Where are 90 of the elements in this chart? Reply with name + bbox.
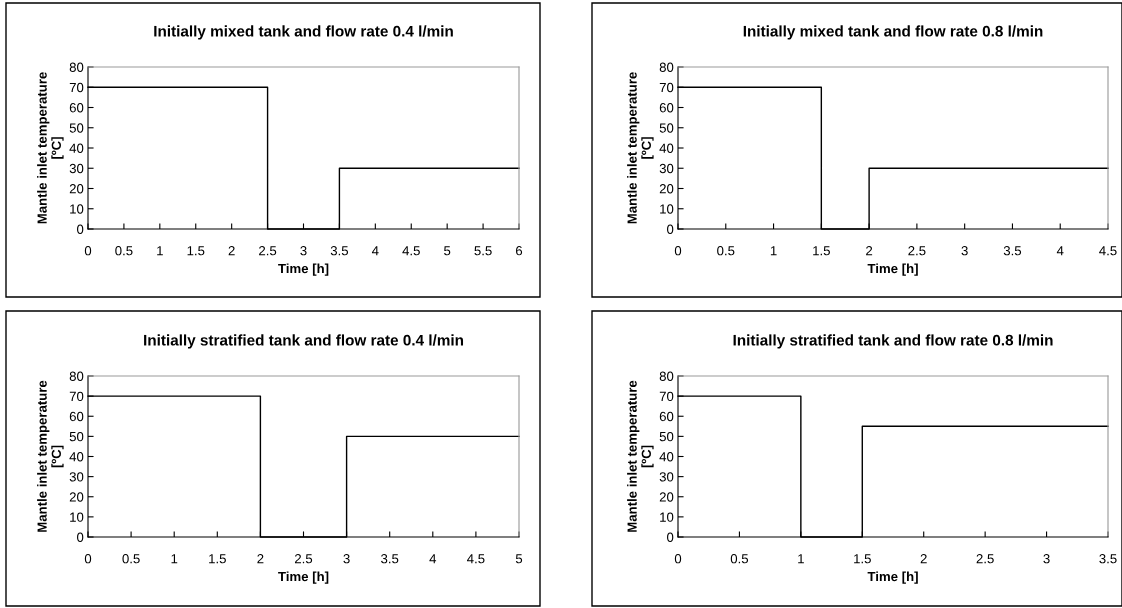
- y-tick-label: 0: [667, 224, 674, 234]
- y-tick-label: 60: [69, 411, 84, 422]
- y-tick-label: 0: [77, 532, 84, 542]
- y-tick-label: 60: [659, 411, 674, 422]
- y-tick-label: 30: [69, 163, 84, 174]
- x-tick-label: 1: [171, 554, 178, 564]
- x-tick-label: 4: [371, 246, 379, 256]
- x-axis-title: Time [h]: [867, 263, 918, 276]
- x-tick-label: 3: [961, 246, 968, 256]
- y-tick-label: 80: [659, 371, 674, 381]
- x-tick-label: 0: [674, 246, 682, 256]
- x-tick-label: 1: [770, 246, 777, 256]
- x-tick-label: 3: [300, 246, 307, 256]
- y-tick-label: 60: [659, 103, 674, 113]
- y-tick-label: 50: [69, 431, 84, 442]
- y-axis-title: Mantle inlet temperature [ºC]: [627, 380, 654, 532]
- y-tick-label: 20: [69, 184, 84, 194]
- x-tick-label: 6: [516, 246, 523, 256]
- x-tick-label: 2.5: [294, 554, 313, 564]
- y-tick-label: 40: [69, 452, 84, 462]
- x-tick-label: 5.5: [474, 246, 492, 256]
- y-tick-label: 40: [69, 143, 84, 153]
- x-tick-label: 2: [920, 554, 927, 564]
- y-tick-label: 10: [660, 204, 674, 214]
- x-tick-label: 4: [429, 554, 437, 564]
- y-tick-label: 40: [659, 452, 674, 462]
- y-tick-label: 70: [659, 82, 674, 93]
- x-tick-label: 1: [157, 246, 163, 256]
- y-axis-title: Mantle inlet temperature [ºC]: [37, 72, 64, 224]
- x-axis-title: Time [h]: [278, 263, 329, 276]
- x-tick-label: 0.5: [717, 246, 735, 256]
- y-tick-label: 50: [659, 431, 674, 442]
- x-tick-label: 0: [674, 554, 682, 564]
- y-tick-label: 70: [659, 391, 674, 402]
- x-tick-label: 2: [866, 246, 873, 256]
- y-tick-label: 10: [70, 204, 84, 214]
- y-tick-label: 10: [660, 512, 674, 522]
- y-tick-label: 80: [69, 62, 84, 72]
- x-tick-label: 2.5: [976, 554, 994, 564]
- x-tick-label: 1.5: [813, 246, 830, 256]
- x-tick-label: 2.5: [259, 246, 277, 256]
- x-tick-label: 4.5: [467, 554, 485, 564]
- x-tick-label: 1.5: [209, 554, 226, 564]
- x-tick-label: 3.5: [1003, 246, 1022, 256]
- x-tick-label: 0.5: [730, 554, 749, 564]
- y-tick-label: 30: [659, 163, 674, 174]
- chart-title: Initially mixed tank and flow rate 0.4 l/min: [154, 25, 453, 40]
- y-tick-label: 40: [659, 143, 674, 153]
- x-axis-title: Time [h]: [278, 571, 329, 584]
- x-tick-label: 3.5: [1099, 554, 1117, 564]
- x-tick-label: 2: [257, 554, 264, 564]
- x-tick-label: 3: [1043, 554, 1050, 564]
- x-tick-label: 1.5: [854, 554, 871, 564]
- x-tick-label: 4.5: [402, 246, 420, 256]
- x-tick-label: 0: [84, 246, 92, 256]
- x-tick-label: 0.5: [115, 246, 133, 256]
- x-tick-label: 2: [228, 246, 235, 256]
- y-tick-label: 10: [70, 512, 84, 522]
- y-tick-label: 70: [69, 82, 84, 93]
- chart-title: Initially stratified tank and flow rate 0.8 l/min: [733, 334, 1053, 349]
- x-tick-label: 3: [343, 554, 350, 564]
- x-tick-label: 3.5: [381, 554, 399, 564]
- y-tick-label: 80: [69, 371, 84, 381]
- x-tick-label: 1.5: [187, 246, 205, 256]
- y-tick-label: 30: [659, 472, 674, 482]
- x-tick-label: 2.5: [908, 246, 926, 256]
- y-tick-label: 0: [667, 532, 674, 542]
- y-axis-title: Mantle inlet temperature [ºC]: [37, 380, 64, 532]
- y-tick-label: 20: [659, 184, 674, 194]
- y-tick-label: 50: [659, 123, 674, 133]
- x-axis-title: Time [h]: [867, 571, 918, 584]
- x-tick-label: 0: [84, 554, 92, 564]
- y-tick-label: 0: [77, 224, 84, 234]
- x-tick-label: 4.5: [1099, 246, 1117, 256]
- y-tick-label: 70: [69, 391, 84, 402]
- y-tick-label: 80: [659, 62, 674, 72]
- x-tick-label: 3.5: [330, 246, 349, 256]
- x-tick-label: 0.5: [122, 554, 140, 564]
- x-tick-label: 1: [798, 554, 804, 564]
- y-tick-label: 20: [659, 492, 674, 502]
- x-tick-label: 5: [515, 554, 523, 564]
- y-axis-title: Mantle inlet temperature [ºC]: [627, 72, 654, 224]
- x-tick-label: 5: [444, 246, 451, 256]
- y-tick-label: 20: [69, 492, 84, 502]
- x-tick-label: 4: [1056, 246, 1064, 256]
- y-tick-label: 50: [69, 123, 84, 133]
- y-tick-label: 30: [69, 472, 84, 482]
- chart-title: Initially mixed tank and flow rate 0.8 l/min: [743, 25, 1043, 40]
- y-tick-label: 60: [69, 103, 84, 113]
- chart-title: Initially stratified tank and flow rate 0.4 l/min: [144, 334, 464, 349]
